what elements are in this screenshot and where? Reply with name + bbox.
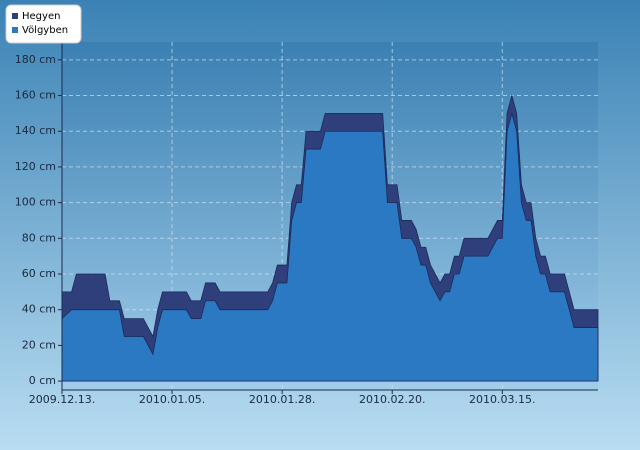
x-tick-label: 2009.12.13.: [29, 393, 95, 406]
x-tick-label: 2010.01.05.: [139, 393, 205, 406]
x-tick-label: 2010.01.28.: [249, 393, 315, 406]
x-tick-label: 2010.03.15.: [469, 393, 535, 406]
y-tick-label: 60 cm: [22, 267, 56, 280]
y-tick-label: 180 cm: [15, 53, 56, 66]
y-tick-label: 0 cm: [29, 374, 56, 387]
x-tick-label: 2010.02.20.: [359, 393, 425, 406]
y-tick-label: 100 cm: [15, 196, 56, 209]
y-tick-label: 40 cm: [22, 303, 56, 316]
legend-swatch: [12, 13, 18, 19]
area: [61, 111, 599, 382]
legend-swatch: [12, 27, 18, 33]
legend-label: Völgyben: [22, 25, 68, 36]
y-tick-label: 120 cm: [15, 160, 56, 173]
y-tick-label: 160 cm: [15, 89, 56, 102]
legend-box: [5, 4, 82, 44]
legend-label: Hegyen: [22, 11, 60, 22]
y-tick-label: 140 cm: [15, 124, 56, 137]
y-tick-label: 80 cm: [22, 231, 56, 244]
legend: Hegyen Völgyben: [5, 4, 82, 44]
y-tick-label: 20 cm: [22, 338, 56, 351]
